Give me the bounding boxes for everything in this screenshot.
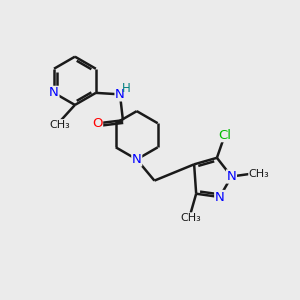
Text: O: O <box>92 117 103 130</box>
Text: CH₃: CH₃ <box>50 120 70 130</box>
Text: CH₃: CH₃ <box>180 213 201 223</box>
Text: H: H <box>122 82 131 95</box>
Text: N: N <box>226 170 236 183</box>
Text: Cl: Cl <box>218 129 231 142</box>
Text: N: N <box>132 153 142 166</box>
Text: CH₃: CH₃ <box>249 169 270 178</box>
Text: N: N <box>215 190 224 203</box>
Text: N: N <box>49 86 59 99</box>
Text: N: N <box>115 88 125 101</box>
